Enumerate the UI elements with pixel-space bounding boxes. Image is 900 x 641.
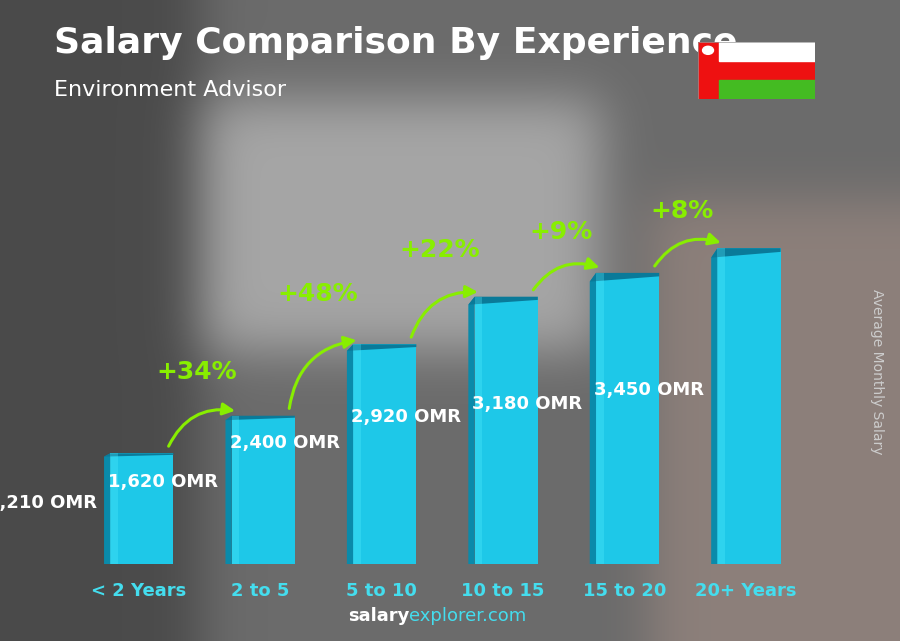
Text: salary: salary [348, 607, 410, 625]
Polygon shape [590, 273, 596, 564]
Text: < 2 Years: < 2 Years [91, 583, 186, 601]
Text: 2,920 OMR: 2,920 OMR [351, 408, 461, 426]
Bar [111, 453, 174, 564]
Text: 15 to 20: 15 to 20 [583, 583, 666, 601]
Bar [719, 42, 814, 61]
Polygon shape [468, 297, 474, 564]
Bar [719, 42, 814, 61]
Bar [474, 297, 482, 564]
Text: +34%: +34% [157, 360, 237, 384]
Text: Environment Advisor: Environment Advisor [54, 80, 286, 100]
Polygon shape [346, 344, 417, 351]
Polygon shape [226, 416, 232, 564]
Text: +22%: +22% [399, 238, 480, 262]
Text: 2,400 OMR: 2,400 OMR [230, 434, 339, 452]
Text: 1,210 OMR: 1,210 OMR [0, 494, 97, 512]
Text: +48%: +48% [278, 282, 358, 306]
Text: explorer.com: explorer.com [410, 607, 526, 625]
Bar [719, 80, 814, 99]
Polygon shape [590, 273, 659, 281]
Text: 5 to 10: 5 to 10 [346, 583, 417, 601]
Polygon shape [104, 453, 174, 456]
Polygon shape [226, 416, 295, 420]
Text: 1,620 OMR: 1,620 OMR [108, 474, 218, 492]
Bar [717, 248, 725, 564]
Bar [717, 248, 780, 564]
Polygon shape [711, 248, 717, 564]
Bar [111, 453, 118, 564]
Bar [353, 344, 361, 564]
Text: 20+ Years: 20+ Years [695, 583, 796, 601]
Polygon shape [346, 344, 353, 564]
Text: +9%: +9% [529, 220, 592, 244]
Polygon shape [711, 248, 780, 258]
Polygon shape [468, 297, 538, 304]
Text: Salary Comparison By Experience: Salary Comparison By Experience [54, 26, 737, 60]
Bar [232, 416, 295, 564]
Bar [232, 416, 239, 564]
Bar [353, 344, 417, 564]
Circle shape [703, 46, 714, 54]
Bar [474, 297, 538, 564]
Bar [596, 273, 659, 564]
Polygon shape [104, 453, 111, 564]
Text: Average Monthly Salary: Average Monthly Salary [870, 289, 885, 454]
Text: 10 to 15: 10 to 15 [462, 583, 544, 601]
Text: 3,180 OMR: 3,180 OMR [472, 395, 582, 413]
Text: 3,450 OMR: 3,450 OMR [594, 381, 704, 399]
Text: 2 to 5: 2 to 5 [231, 583, 290, 601]
Bar [596, 273, 604, 564]
Text: +8%: +8% [651, 199, 714, 222]
